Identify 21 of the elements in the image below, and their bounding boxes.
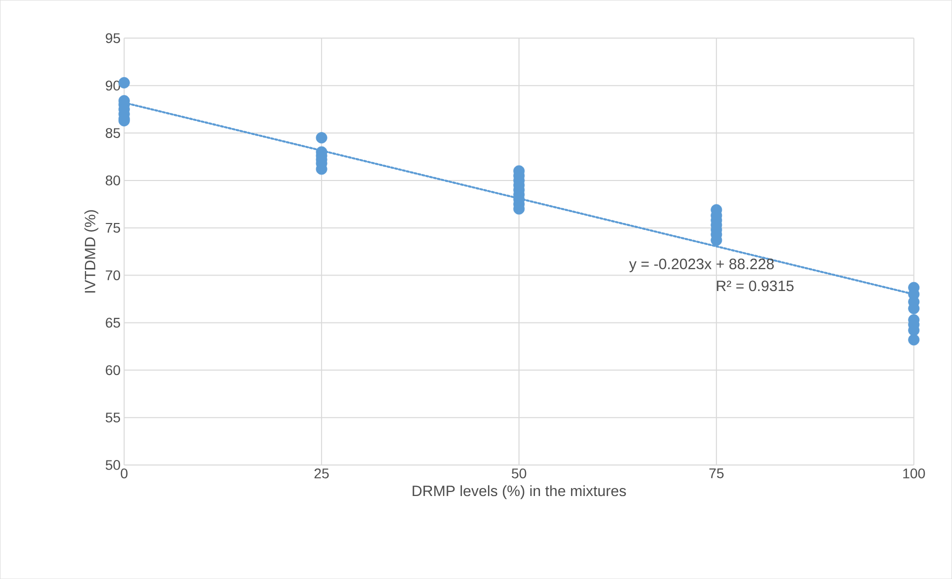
y-tick-label: 80 [106, 175, 120, 186]
x-tick-label: 50 [512, 468, 526, 478]
y-tick-label: 65 [106, 318, 120, 328]
y-tick-label: 55 [106, 412, 120, 422]
point [316, 132, 328, 144]
y-tick-label: 50 [106, 460, 120, 470]
x-axis-title: DRMP levels (%) in the mixtures [412, 485, 626, 500]
y-tick-label: 95 [106, 33, 120, 44]
annotation: y = -0.2023x + 88.228 [629, 258, 774, 272]
y-tick-label: 85 [106, 128, 120, 138]
point [908, 334, 920, 346]
x-tick-label: 75 [709, 468, 724, 478]
y-tick-label: 75 [106, 222, 120, 233]
y-tick-label: 90 [106, 80, 120, 90]
x-tick-label: 25 [314, 468, 329, 478]
x-tick-label: 0 [120, 468, 128, 478]
y-tick-label: 60 [106, 365, 120, 376]
y-axis-title: IVTDMD (%) [84, 210, 98, 292]
annotation: R² = 0.9315 [716, 280, 794, 292]
x-tick-label: 100 [903, 468, 925, 478]
y-tick-label: 70 [106, 270, 120, 280]
